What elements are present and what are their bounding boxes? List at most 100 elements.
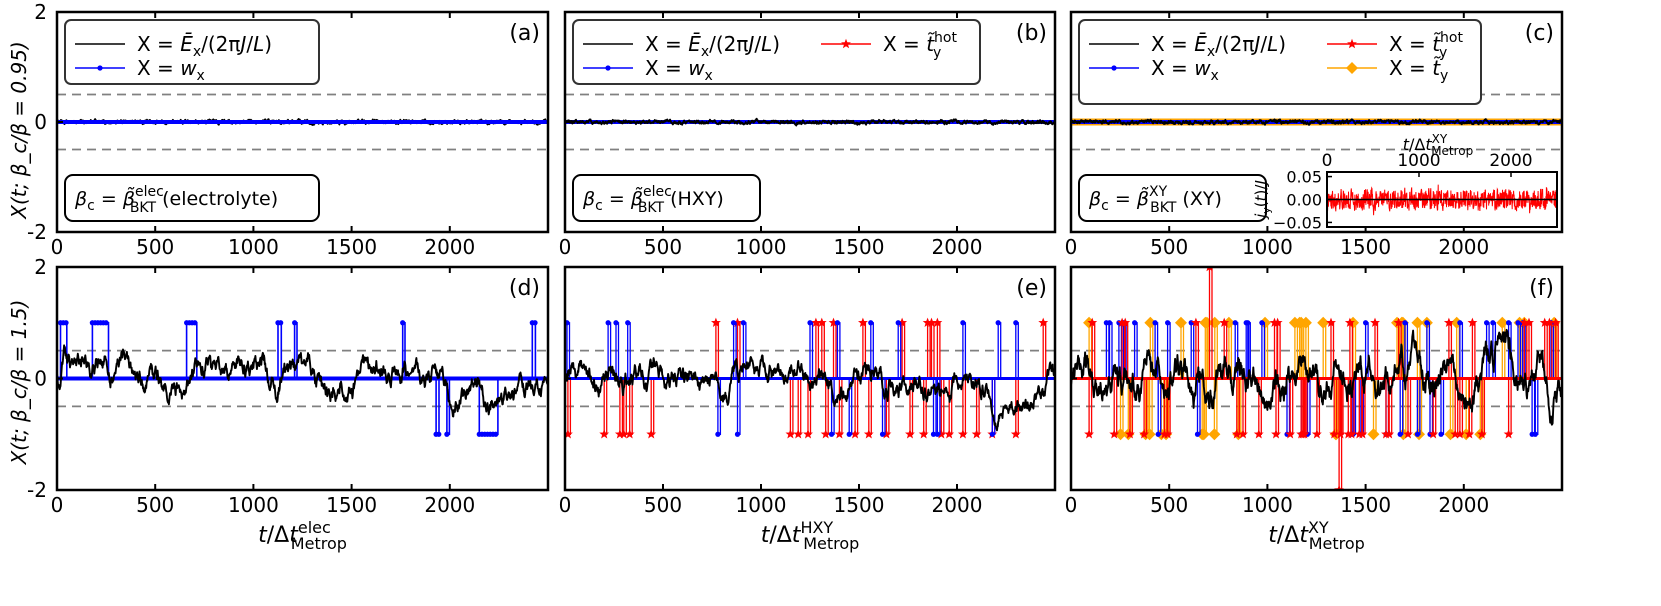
legend-frame: [1078, 19, 1482, 105]
marker-thot: [1038, 317, 1049, 327]
marker-thot: [1519, 317, 1530, 327]
marker-w: [1232, 320, 1238, 326]
marker-thot: [1109, 429, 1120, 439]
marker-ty: [1411, 316, 1424, 329]
beta-annotation-frame: [572, 174, 761, 222]
marker-w: [828, 431, 835, 437]
marker-w: [960, 320, 966, 326]
marker-ty: [1208, 316, 1221, 329]
marker-thot: [1326, 317, 1336, 327]
panel-label: (a): [509, 21, 540, 46]
marker-thot: [1476, 429, 1487, 439]
y-tick-label: -2: [27, 220, 47, 244]
marker-thot: [1454, 429, 1465, 439]
series-line-ex: [57, 344, 548, 418]
legend-frame: [64, 19, 320, 85]
marker-w: [734, 431, 741, 437]
series-line-ex: [1071, 328, 1562, 426]
marker-thot: [624, 429, 635, 439]
marker-thot: [922, 317, 933, 327]
marker-thot: [1271, 429, 1281, 439]
marker-thot: [1084, 429, 1094, 439]
legend: X = Ēx/(2πJ/L) X = t̃hot y X = wx: [572, 19, 981, 85]
x-tick-label: 1500: [326, 493, 377, 517]
marker-w: [605, 320, 611, 326]
marker-w: [730, 320, 737, 326]
y-tick-label: 0: [34, 367, 47, 391]
x-tick-label: 1000: [1242, 493, 1293, 517]
marker-thot: [1393, 317, 1404, 327]
marker-ty: [1367, 428, 1380, 441]
marker-thot: [897, 317, 908, 327]
x-tick-label: 500: [136, 235, 174, 259]
marker-thot: [1191, 317, 1201, 327]
x-tick-label: 2000: [424, 493, 475, 517]
x-tick-label: 2000: [932, 235, 983, 259]
marker-thot: [1450, 429, 1461, 439]
marker-thot: [918, 429, 929, 439]
series-line-ex: [1071, 118, 1562, 126]
legend-text-ex: X = Ēx/(2πJ/L): [1151, 32, 1286, 60]
marker-ty: [1208, 428, 1221, 441]
beta-annotation-text: βc = β̃elec BKT (HXY): [582, 184, 724, 216]
marker-w: [1532, 431, 1538, 437]
marker-thot: [881, 429, 892, 439]
marker-thot: [1334, 484, 1344, 490]
plot-area-b: [565, 93, 1055, 151]
marker-thot: [1464, 429, 1475, 439]
legend-marker-thot: [1347, 38, 1357, 49]
marker-thot: [618, 429, 629, 439]
inset-x-tick-label: 2000: [1489, 151, 1532, 171]
marker-ty: [1496, 316, 1509, 329]
marker-thot: [1125, 429, 1135, 439]
marker-thot: [932, 317, 943, 327]
marker-thot: [810, 317, 821, 327]
marker-w: [1490, 320, 1496, 326]
legend-text-thot: X = t̃hot y: [1389, 30, 1463, 61]
x-tick-label: 0: [1065, 493, 1078, 517]
marker-thot: [1120, 317, 1131, 327]
marker-w: [846, 431, 852, 437]
inset-x-tick-label: 0: [1322, 151, 1333, 171]
marker-thot: [1344, 317, 1355, 327]
x-tick-label: 1000: [228, 493, 279, 517]
legend-marker-w: [1111, 65, 1117, 71]
x-tick-label: 500: [644, 493, 682, 517]
marker-w: [1259, 320, 1265, 326]
marker-w: [625, 320, 631, 326]
marker-ty: [1299, 316, 1312, 329]
marker-thot: [926, 317, 937, 327]
x-tick-label: 1500: [834, 493, 885, 517]
marker-thot: [1311, 429, 1322, 439]
marker-thot: [1087, 317, 1098, 327]
panel-label: (f): [1529, 276, 1554, 301]
marker-thot: [816, 317, 827, 327]
x-tick-label: 0: [1065, 235, 1078, 259]
inset-y-tick-label: 0.00: [1286, 191, 1322, 210]
marker-ty: [1197, 428, 1210, 441]
marker-thot: [599, 429, 610, 439]
marker-thot: [971, 429, 982, 439]
y-axis-label-top: X(t; β_c/β = 0.95): [7, 41, 31, 220]
x-tick-label: 1500: [326, 235, 377, 259]
marker-thot: [1370, 317, 1380, 327]
series-ex: [1071, 118, 1562, 126]
marker-thot: [1503, 429, 1514, 439]
marker-thot: [863, 429, 874, 439]
marker-thot: [1403, 429, 1413, 439]
legend-marker-w: [97, 65, 103, 71]
marker-w: [989, 431, 995, 437]
x-tick-label: 1500: [1340, 235, 1391, 259]
x-tick-label: 500: [1150, 235, 1188, 259]
series-line-ex: [565, 354, 1055, 432]
marker-thot: [936, 429, 947, 439]
marker-w: [278, 320, 284, 326]
x-tick-label: 500: [1150, 493, 1188, 517]
marker-w: [715, 431, 721, 437]
x-axis-label: t/ΔtXY Metrop: [1268, 518, 1365, 553]
marker-thot: [858, 317, 868, 327]
marker-thot: [1219, 317, 1230, 327]
x-axis-label: t/Δtelec Metrop: [258, 518, 347, 553]
